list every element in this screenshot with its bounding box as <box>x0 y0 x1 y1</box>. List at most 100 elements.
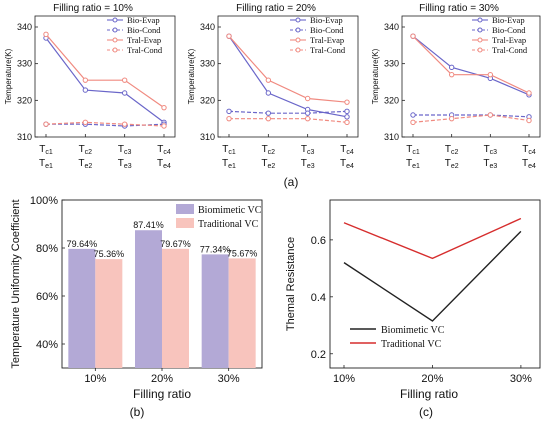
x-tick-label-top: Tc4 <box>340 144 354 156</box>
bar <box>135 230 162 368</box>
caption-c: (c) <box>419 405 433 419</box>
x-tick-label-top: Tc2 <box>262 144 276 156</box>
x-tick-label: 10% <box>333 373 355 385</box>
y-axis-label: Temperature(K) <box>371 48 380 104</box>
series-line-tral-evap <box>228 35 348 103</box>
legend-marker <box>295 37 301 43</box>
x-tick-label: 20% <box>421 373 443 385</box>
legend-swatch <box>176 204 194 214</box>
x-tick-label-bottom: Te2 <box>78 158 92 170</box>
x-tick-label-top: Tc2 <box>79 144 93 156</box>
series-line-bio-evap <box>412 35 530 96</box>
series-line <box>343 230 522 322</box>
legend-label: Bio-Cond <box>492 25 526 35</box>
data-point <box>121 90 128 96</box>
legend-marker <box>295 47 301 53</box>
bar <box>228 258 256 368</box>
x-tick-label-top: Tc3 <box>118 144 132 156</box>
data-point <box>161 104 167 111</box>
legend-swatch <box>176 218 194 228</box>
legend-label: Bio-Evap <box>310 15 343 25</box>
legend-marker <box>112 37 118 43</box>
resistance-chart: Themal Resistance Filling ratio 0.2 0.4 0.6 1… <box>285 199 541 419</box>
data-point <box>226 33 232 39</box>
y-tick-label: 320 <box>200 95 215 105</box>
data-point <box>161 123 167 129</box>
legend-marker <box>477 27 483 33</box>
y-tick-label: 0.2 <box>311 349 326 361</box>
plot-frame <box>329 199 541 369</box>
data-point <box>448 64 455 71</box>
series-line-bio-evap <box>228 35 348 118</box>
x-axis-label: Filling ratio <box>400 387 458 401</box>
bar-value-label: 79.67% <box>160 239 191 249</box>
legend-marker <box>477 47 483 53</box>
data-point <box>448 115 455 122</box>
chart-title: Filling ratio = 10% <box>53 3 133 14</box>
x-tick-label-bottom: Te1 <box>222 158 236 170</box>
legend-label: Traditional VC <box>198 219 259 230</box>
chart-title: Filling ratio = 20% <box>236 3 316 14</box>
data-point <box>226 115 232 122</box>
legend-marker <box>295 27 301 33</box>
data-point <box>121 121 128 127</box>
y-tick-label: 330 <box>17 59 32 69</box>
bar-chart: Temperature Uniformity Coefficient Fillin… <box>10 195 263 419</box>
data-point <box>121 77 128 83</box>
legend-marker <box>477 17 483 23</box>
series-line-bio-cond <box>46 123 165 127</box>
y-tick-label: 40% <box>36 339 58 351</box>
legend-label: Biomimetic VC <box>198 205 262 216</box>
y-axis-label: Temperature(K) <box>187 48 196 104</box>
x-tick-label-top: Tc3 <box>484 144 498 156</box>
data-point <box>43 121 49 127</box>
series-line-tral-cond <box>229 118 348 123</box>
data-point <box>344 119 350 126</box>
data-point <box>265 90 272 96</box>
legend-marker <box>112 27 118 33</box>
data-point <box>265 115 272 122</box>
data-point <box>304 95 311 102</box>
caption-a: (a) <box>284 175 299 189</box>
legend-label: Traditional VC <box>381 339 442 350</box>
legend-label: Bio-Cond <box>127 25 161 35</box>
series-line-tral-cond <box>45 121 165 127</box>
x-tick-label-bottom: Te4 <box>522 158 536 170</box>
bar <box>201 254 229 368</box>
legend-label: Tral-Cond <box>492 45 528 55</box>
x-tick-label: 20% <box>151 373 173 385</box>
chart-title: Filling ratio = 30% <box>419 3 499 14</box>
top-chart-3: Filling ratio = 30% Temperature(K) 310 320 3… <box>371 3 541 170</box>
x-tick-label-top: Tc1 <box>39 144 53 156</box>
y-axis-label: Temperature(K) <box>4 48 13 104</box>
data-point <box>226 108 232 115</box>
legend-label: Bio-Evap <box>127 15 160 25</box>
series-line-bio-evap <box>45 37 165 123</box>
data-point <box>82 119 89 126</box>
x-tick-label-top: Tc2 <box>445 144 459 156</box>
y-tick-label: 0.4 <box>311 292 326 304</box>
series-line-tral-evap <box>45 33 165 109</box>
data-point <box>344 108 350 115</box>
series-line-tral-evap <box>412 35 530 94</box>
x-tick-label-bottom: Te2 <box>261 158 275 170</box>
bar-value-label: 87.41% <box>133 220 164 230</box>
legend-marker <box>295 17 301 23</box>
plot-frame <box>401 15 541 138</box>
data-point <box>487 71 494 78</box>
series-line-bio-cond <box>413 114 530 118</box>
series-line-tral-cond <box>412 114 530 123</box>
plot-frame <box>217 15 359 138</box>
data-point <box>304 110 311 116</box>
legend-label: Tral-Cond <box>310 45 346 55</box>
y-tick-label: 310 <box>17 132 32 142</box>
top-chart-2: Filling ratio = 20% Temperature(K) 310 320 3… <box>187 3 359 170</box>
series-line <box>343 217 522 260</box>
x-tick-label-bottom: Te3 <box>118 158 132 170</box>
x-tick-label-top: Tc1 <box>222 144 236 156</box>
y-tick-label: 60% <box>36 291 58 303</box>
bar-value-label: 75.67% <box>227 248 258 258</box>
x-tick-label-top: Tc4 <box>522 144 536 156</box>
data-point <box>448 71 455 78</box>
legend-label: Tral-Evap <box>310 35 344 45</box>
